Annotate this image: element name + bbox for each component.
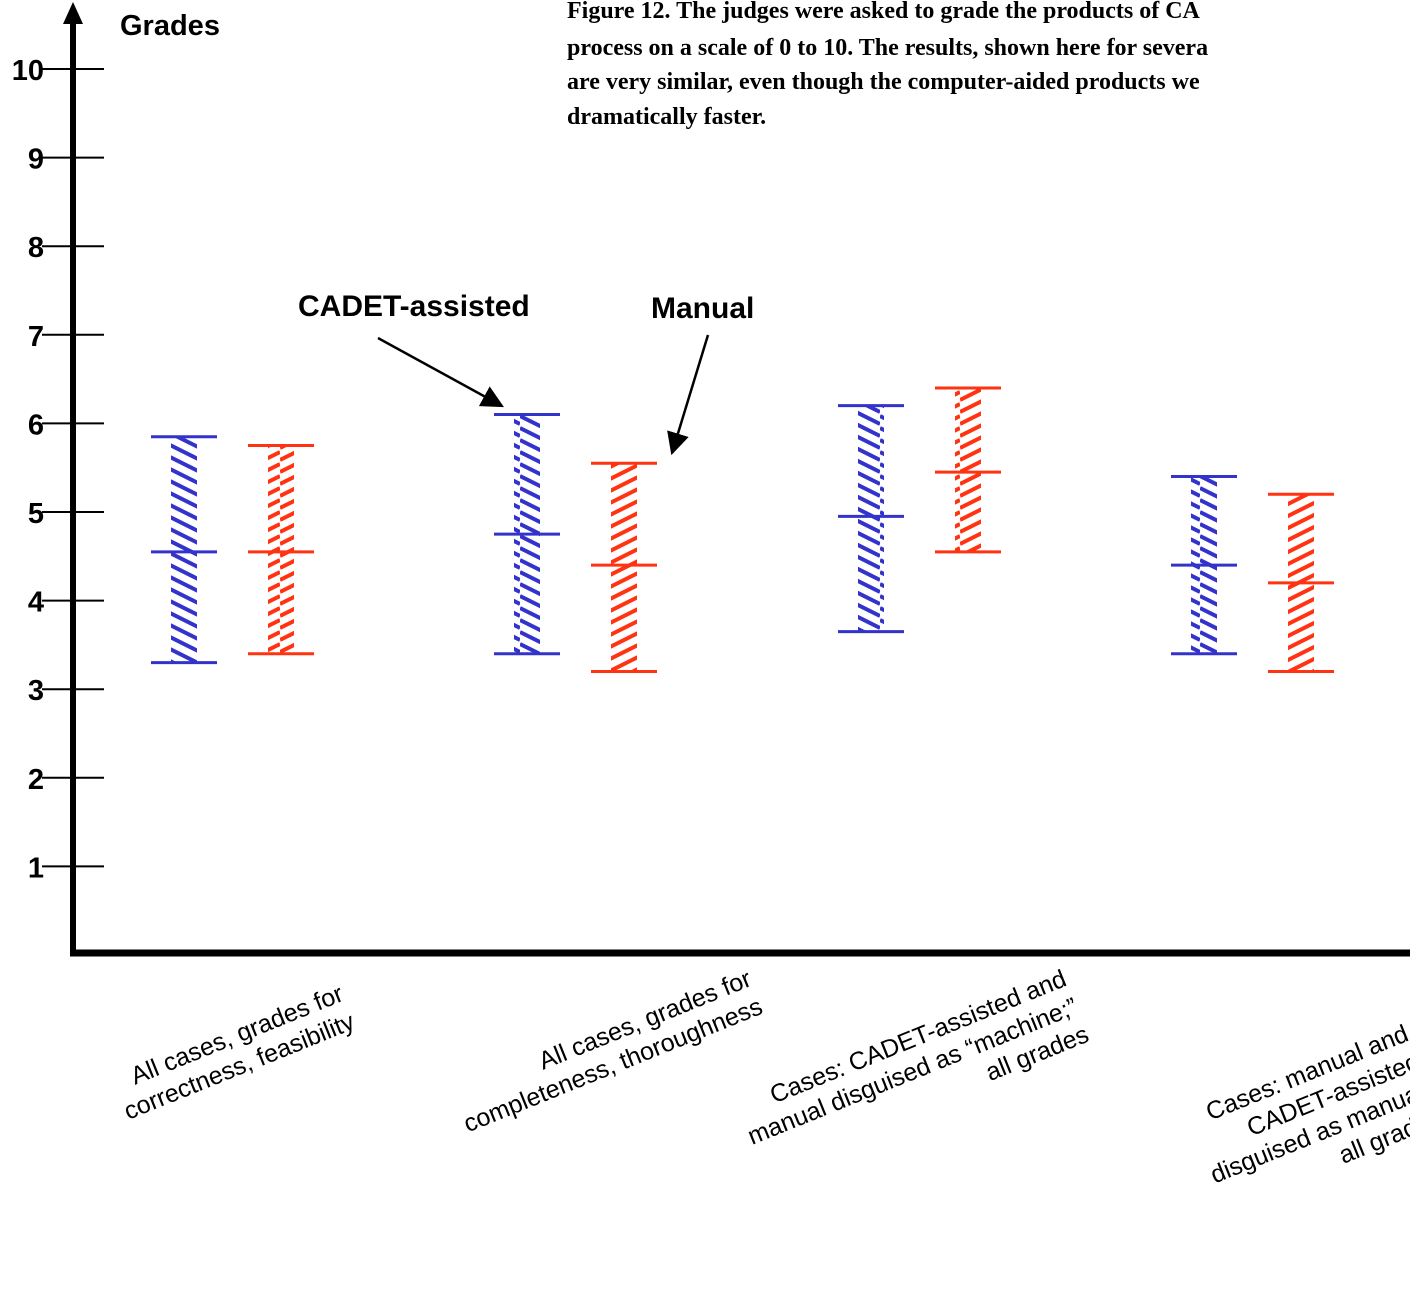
y-tick-label: 8 bbox=[28, 232, 44, 264]
annotation-manual: Manual bbox=[651, 292, 754, 325]
y-tick-label: 2 bbox=[28, 764, 44, 796]
error-bar-hatch bbox=[611, 463, 637, 672]
error-bar-manual-1 bbox=[248, 444, 314, 656]
y-tick-label: 9 bbox=[28, 144, 44, 176]
x-category-labels: All cases, grades forcorrectness, feasib… bbox=[109, 965, 1410, 1217]
chart-title-line-4: dramatically faster. bbox=[567, 104, 766, 130]
x-category-label-line: completeness, thoroughness bbox=[460, 992, 767, 1138]
error-bar-cadet-3 bbox=[838, 404, 904, 634]
error-bar-manual-4 bbox=[1268, 492, 1334, 673]
error-bar-manual-3 bbox=[935, 386, 1001, 554]
error-bar-hatch bbox=[171, 436, 197, 663]
y-tick-label: 7 bbox=[28, 321, 44, 353]
error-bar-cadet-4 bbox=[1171, 475, 1237, 656]
error-bar-hatch bbox=[268, 445, 294, 654]
y-tick-label: 10 bbox=[12, 55, 44, 87]
annotation-arrow-cadet bbox=[377, 336, 504, 408]
y-axis-arrow-icon bbox=[63, 2, 83, 24]
y-tick-label: 1 bbox=[28, 852, 44, 884]
x-category-label-2: All cases, grades forcompleteness, thoro… bbox=[448, 965, 766, 1139]
y-tick-label: 4 bbox=[28, 587, 44, 619]
error-bar-hatch bbox=[858, 405, 884, 632]
chart-title-line-1: Figure 12. The judges were asked to grad… bbox=[567, 0, 1201, 24]
chart-title-line-2: process on a scale of 0 to 10. The resul… bbox=[567, 35, 1208, 61]
y-tick-label: 6 bbox=[28, 409, 44, 441]
error-bar-manual-2 bbox=[591, 461, 657, 673]
y-ticks: 1 2 3 4 5 6 7 8 9 10 bbox=[12, 55, 104, 884]
y-tick-label: 3 bbox=[28, 675, 44, 707]
chart-title-line-3: are very similar, even though the comput… bbox=[567, 69, 1200, 95]
annotation-arrow-manual bbox=[667, 334, 710, 456]
x-category-label-4: Cases: manual andCADET-assisteddisguised… bbox=[1184, 1020, 1410, 1217]
error-bar-cadet-1 bbox=[151, 435, 217, 665]
y-tick-label: 5 bbox=[28, 498, 44, 530]
error-bars bbox=[151, 386, 1334, 673]
y-axis-label: Grades bbox=[120, 10, 220, 42]
annotation-cadet-assisted: CADET-assisted bbox=[298, 290, 530, 323]
x-category-label-3: Cases: CADET-assisted andmanual disguise… bbox=[732, 965, 1092, 1179]
error-bar-hatch bbox=[955, 387, 981, 552]
error-bar-cadet-2 bbox=[494, 413, 560, 656]
svg-text:Figure 12. The judges were ask: Figure 12. The judges were asked to grad… bbox=[567, 0, 1214, 130]
x-category-label-1: All cases, grades forcorrectness, feasib… bbox=[109, 979, 359, 1125]
